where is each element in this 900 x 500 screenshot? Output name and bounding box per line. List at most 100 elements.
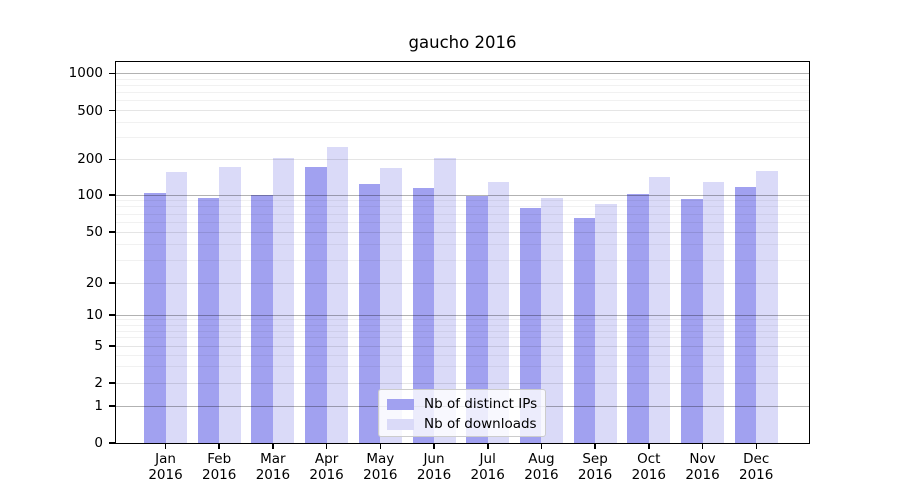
gridline-y-800 — [116, 84, 809, 86]
x-tick-label-month: Apr — [314, 451, 339, 467]
y-tick-label-200: 200 — [77, 151, 103, 168]
x-tick-jan — [164, 444, 167, 449]
y-tick-0 — [109, 442, 115, 444]
y-tick-20 — [109, 282, 115, 284]
y-tick-label-50: 50 — [85, 224, 103, 240]
gridline-y-600 — [116, 100, 809, 102]
x-tick-label-jul: Jul 2016 — [456, 451, 520, 483]
bar-downloads-nov — [702, 181, 724, 443]
bar-ips-jan — [144, 193, 166, 443]
legend-item-downloads: Nb of downloads — [379, 414, 545, 434]
x-tick-label-month: Nov — [689, 451, 716, 467]
x-tick-jul — [487, 444, 489, 449]
bar-ips-dec — [734, 186, 757, 443]
gridline-y-500 — [116, 110, 809, 112]
x-tick-label-sep: Sep 2016 — [563, 451, 627, 483]
bar-downloads-jun — [434, 158, 456, 443]
x-tick-feb — [218, 444, 220, 449]
gridline-y-900 — [116, 78, 809, 80]
x-tick-label-year: 2016 — [685, 467, 720, 483]
bar-ips-apr — [305, 167, 327, 443]
bar-downloads-feb — [219, 166, 241, 443]
gridline-y-400 — [116, 122, 809, 123]
plot-area — [115, 61, 810, 444]
legend-box: Nb of distinct IPs Nb of downloads — [378, 389, 546, 437]
bar-downloads-mar — [272, 158, 295, 443]
y-tick-label-500: 500 — [77, 102, 103, 119]
bar-downloads-aug — [541, 197, 563, 443]
x-tick-apr — [325, 444, 328, 449]
x-tick-oct — [648, 444, 650, 449]
x-tick-label-year: 2016 — [255, 467, 291, 483]
legend-label: Nb of downloads — [424, 416, 537, 432]
x-tick-label-year: 2016 — [470, 467, 505, 483]
y-tick-label-1: 1 — [94, 398, 103, 414]
x-tick-label-jun: Jun 2016 — [402, 451, 466, 483]
x-tick-label-month: Oct — [637, 451, 661, 467]
chart-title: gaucho 2016 — [408, 33, 517, 52]
bar-ips-sep — [573, 218, 596, 443]
x-tick-label-month: Jun — [423, 451, 445, 467]
x-tick-label-month: Sep — [582, 451, 608, 467]
bar-downloads-jul — [487, 181, 510, 443]
gridline-y-300 — [116, 137, 809, 139]
bar-downloads-may — [380, 167, 402, 443]
gridline-y-1000 — [116, 72, 809, 74]
gridline-y-700 — [116, 92, 809, 93]
x-tick-label-aug: Aug 2016 — [509, 451, 573, 483]
bar-ips-aug — [519, 207, 542, 443]
bar-ips-may — [358, 184, 381, 443]
x-tick-label-month: Feb — [207, 451, 232, 467]
x-tick-label-year: 2016 — [577, 467, 613, 483]
x-tick-jun — [433, 444, 435, 449]
x-tick-label-year: 2016 — [309, 467, 344, 483]
y-tick-200 — [109, 158, 115, 161]
x-tick-mar — [272, 444, 274, 449]
y-tick-label-20: 20 — [85, 275, 103, 291]
x-tick-label-month: Jan — [155, 451, 176, 467]
x-tick-label-dec: Dec 2016 — [724, 451, 788, 483]
x-tick-label-year: 2016 — [416, 467, 452, 483]
x-tick-label-year: 2016 — [631, 467, 666, 483]
x-tick-sep — [594, 444, 596, 449]
x-tick-label-month: Mar — [260, 451, 286, 467]
legend-swatch-distinct-ips — [387, 398, 414, 410]
y-tick-1000 — [109, 72, 115, 75]
x-tick-label-jan: Jan 2016 — [134, 451, 198, 483]
x-tick-label-year: 2016 — [363, 467, 398, 483]
gridline-y-200 — [116, 158, 809, 160]
bar-downloads-jan — [165, 172, 187, 443]
y-tick-label-10: 10 — [85, 307, 103, 323]
y-tick-label-5: 5 — [94, 338, 103, 354]
y-tick-50 — [109, 231, 115, 233]
bar-downloads-dec — [756, 171, 778, 443]
y-tick-5 — [109, 345, 115, 347]
x-tick-may — [379, 444, 382, 449]
y-tick-500 — [109, 109, 115, 112]
x-tick-label-month: Jul — [479, 451, 496, 467]
y-tick-2 — [109, 382, 115, 384]
bar-ips-jul — [466, 195, 488, 443]
x-tick-label-feb: Feb 2016 — [187, 451, 251, 483]
bar-ips-mar — [251, 194, 273, 443]
x-tick-label-year: 2016 — [148, 467, 183, 483]
bar-downloads-apr — [326, 147, 349, 443]
x-tick-label-may: May 2016 — [348, 451, 412, 483]
x-tick-label-nov: Nov 2016 — [671, 451, 735, 483]
legend-label: Nb of distinct IPs — [424, 396, 538, 412]
x-tick-label-month: May — [366, 451, 395, 467]
x-tick-nov — [701, 444, 704, 449]
x-tick-label-year: 2016 — [739, 467, 774, 483]
x-tick-label-month: Dec — [743, 451, 770, 467]
y-tick-label-100: 100 — [77, 187, 103, 203]
x-tick-label-mar: Mar 2016 — [241, 451, 305, 483]
y-tick-label-1000: 1000 — [68, 65, 103, 82]
x-tick-label-year: 2016 — [524, 467, 559, 483]
legend-item-distinct-ips: Nb of distinct IPs — [379, 394, 545, 414]
y-tick-label-2: 2 — [94, 375, 103, 391]
bar-downloads-sep — [595, 204, 617, 443]
y-tick-1 — [109, 405, 115, 407]
x-tick-dec — [755, 444, 757, 449]
x-tick-label-year: 2016 — [202, 467, 237, 483]
x-tick-aug — [540, 444, 543, 449]
